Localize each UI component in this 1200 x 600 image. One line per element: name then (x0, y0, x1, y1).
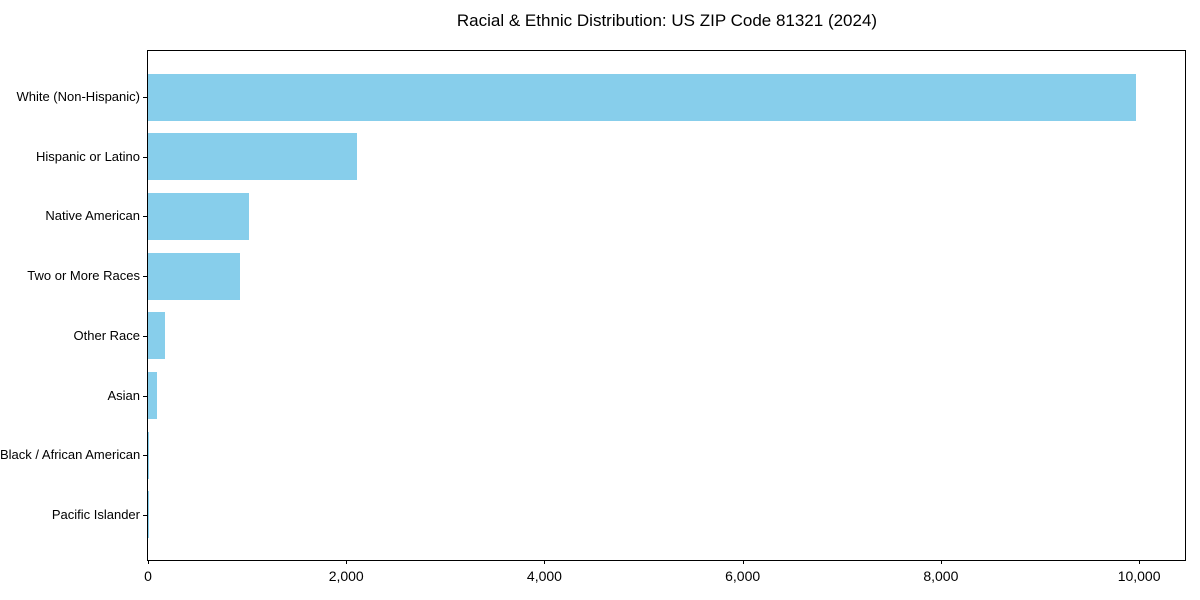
y-tick (143, 335, 147, 337)
y-tick (143, 455, 147, 457)
x-tick (1139, 560, 1141, 564)
y-axis-label: White (Non-Hispanic) (16, 89, 140, 104)
x-tick (742, 560, 744, 564)
y-tick (143, 395, 147, 397)
y-tick (143, 514, 147, 516)
y-axis-label: Asian (107, 387, 140, 403)
x-tick-label: 0 (144, 568, 152, 584)
x-tick (346, 560, 348, 564)
x-tick-label: 4,000 (526, 568, 562, 584)
y-tick (143, 216, 147, 218)
bar (148, 312, 166, 360)
y-tick (143, 156, 147, 158)
x-tick-label: 2,000 (328, 568, 364, 584)
x-tick (544, 560, 546, 564)
x-tick-label: 6,000 (725, 568, 761, 584)
bar (148, 192, 250, 240)
chart-title: Racial & Ethnic Distribution: US ZIP Cod… (456, 11, 878, 30)
bar (148, 252, 240, 300)
x-tick (148, 560, 149, 564)
y-axis-label: Other Race (73, 327, 140, 343)
bar (148, 133, 358, 181)
x-tick-label: 8,000 (923, 568, 959, 584)
y-axis-label: Pacific Islander (51, 506, 140, 522)
y-axis-label: Hispanic or Latino (35, 148, 140, 164)
x-tick-label: 10,000 (1117, 568, 1161, 584)
y-tick (143, 276, 147, 278)
y-axis-label: Black / African American (0, 447, 141, 463)
plot-area (147, 50, 1186, 561)
bar (148, 372, 158, 419)
y-axis-label: Native American (45, 208, 140, 224)
y-tick (143, 97, 147, 98)
y-axis-label: Two or More Races (27, 268, 140, 284)
bar (148, 73, 1136, 121)
bar (148, 431, 150, 479)
x-tick (940, 560, 942, 564)
